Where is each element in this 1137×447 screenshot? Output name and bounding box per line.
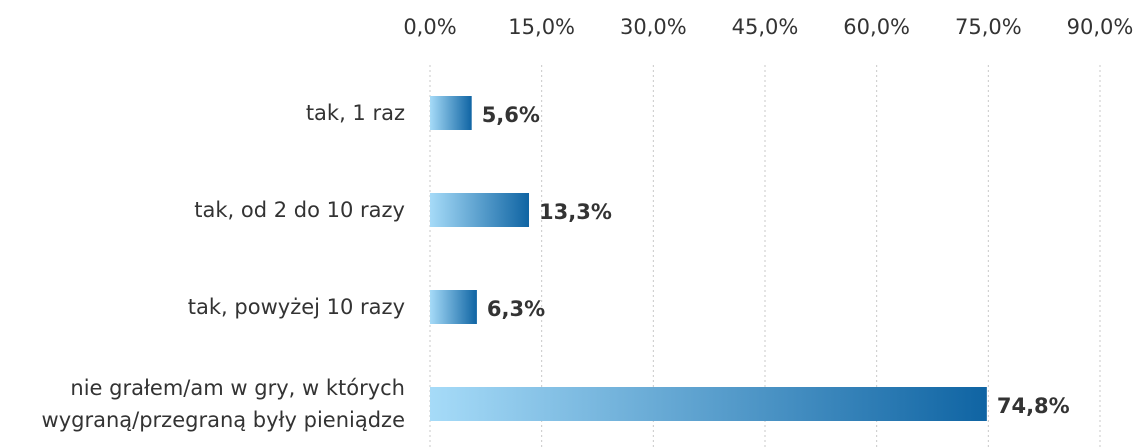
value-label: 6,3% — [487, 297, 545, 321]
x-tick-label: 45,0% — [732, 15, 799, 39]
y-tick-label: tak, 1 raz — [305, 101, 405, 125]
y-tick-label: tak, od 2 do 10 razy — [194, 198, 405, 222]
bar — [430, 290, 477, 324]
value-label: 13,3% — [539, 200, 612, 224]
x-tick-label: 60,0% — [843, 15, 910, 39]
x-tick-label: 15,0% — [508, 15, 575, 39]
value-label: 74,8% — [997, 394, 1070, 418]
y-tick-label: nie grałem/am w gry, w których wygraną/p… — [41, 376, 405, 432]
value-label: 5,6% — [482, 103, 540, 127]
x-tick-label: 0,0% — [403, 15, 456, 39]
x-tick-label: 90,0% — [1067, 15, 1134, 39]
bar — [430, 193, 530, 227]
bar — [430, 96, 472, 130]
bar — [430, 387, 987, 421]
x-tick-label: 75,0% — [955, 15, 1022, 39]
x-tick-label: 30,0% — [620, 15, 687, 39]
y-tick-label: tak, powyżej 10 razy — [187, 295, 405, 319]
